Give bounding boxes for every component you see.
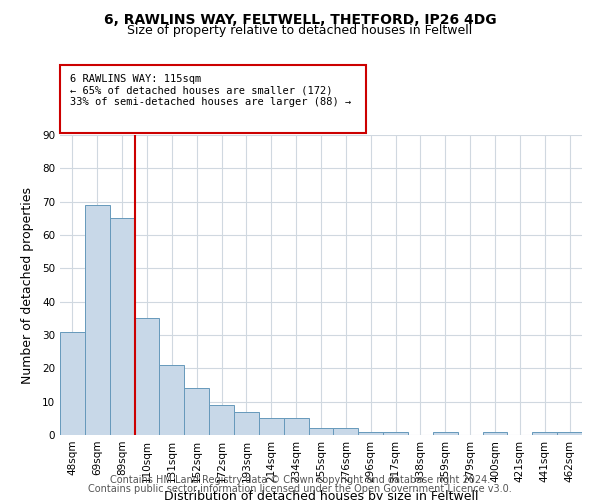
Bar (110, 218, 134, 435)
Bar (209, 405, 234, 435)
Bar (383, 432, 408, 435)
Text: 6, RAWLINS WAY, FELTWELL, THETFORD, IP26 4DG: 6, RAWLINS WAY, FELTWELL, THETFORD, IP26… (104, 12, 496, 26)
Bar (234, 412, 259, 435)
Text: 6 RAWLINS WAY: 115sqm
← 65% of detached houses are smaller (172)
33% of semi-det: 6 RAWLINS WAY: 115sqm ← 65% of detached … (70, 74, 352, 106)
Bar (433, 432, 458, 435)
Bar (557, 432, 582, 435)
Bar (259, 418, 284, 435)
Bar (184, 388, 209, 435)
X-axis label: Distribution of detached houses by size in Feltwell: Distribution of detached houses by size … (164, 490, 478, 500)
Text: Size of property relative to detached houses in Feltwell: Size of property relative to detached ho… (127, 24, 473, 37)
Bar (85, 205, 110, 435)
Y-axis label: Number of detached properties: Number of detached properties (20, 186, 34, 384)
Bar (284, 418, 308, 435)
Text: Contains HM Land Registry data © Crown copyright and database right 2024.: Contains HM Land Registry data © Crown c… (110, 475, 490, 485)
Bar (334, 428, 358, 435)
Bar (482, 432, 508, 435)
Text: Contains public sector information licensed under the Open Government Licence v3: Contains public sector information licen… (88, 484, 512, 494)
Bar (60, 332, 85, 435)
Bar (358, 432, 383, 435)
Bar (160, 365, 184, 435)
Bar (532, 432, 557, 435)
Bar (134, 318, 160, 435)
Bar (308, 428, 334, 435)
